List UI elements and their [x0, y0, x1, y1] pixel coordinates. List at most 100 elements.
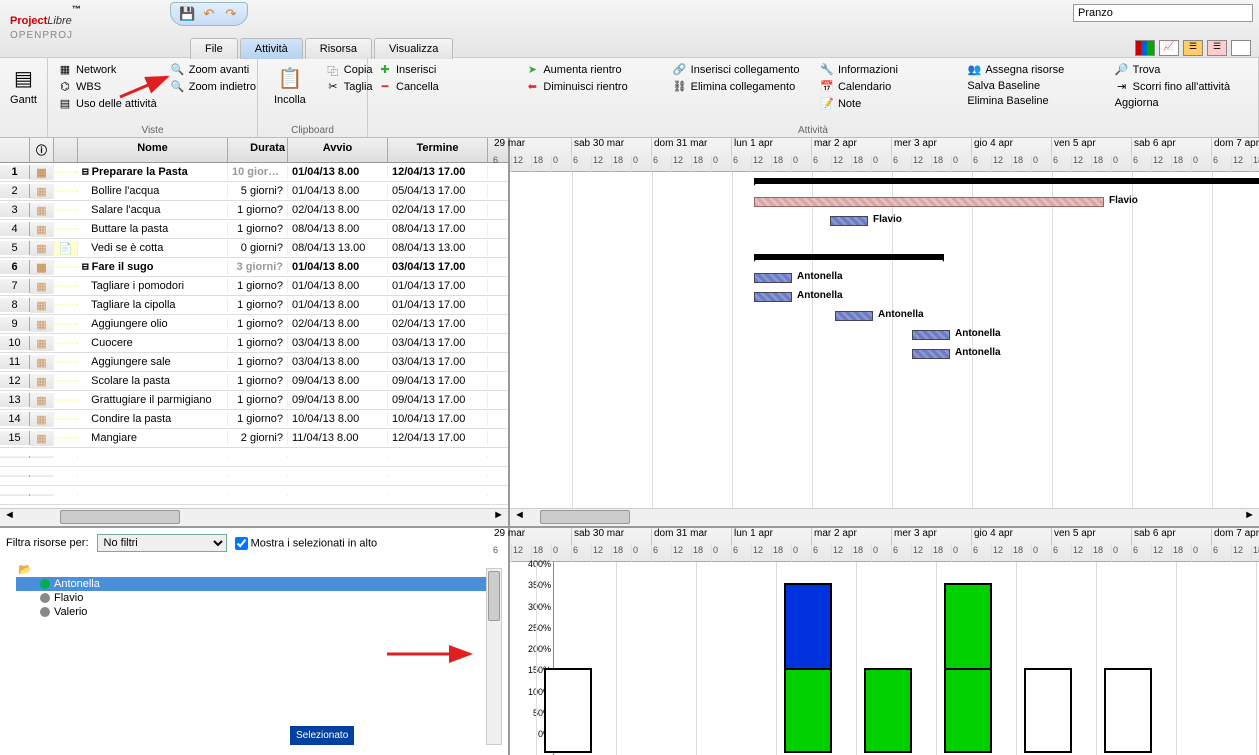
outdent-button[interactable]: ⬅Diminuisci rientro [523, 79, 660, 95]
table-row[interactable]: 2▦ Bollire l'acqua5 giorni?01/04/13 8.00… [0, 182, 508, 201]
gantt-hscroll[interactable]: ◄► [510, 508, 1259, 526]
wbs-button[interactable]: ⌬WBS [56, 79, 159, 95]
insert-button[interactable]: ✚Inserisci [376, 62, 513, 78]
resource-item[interactable]: Flavio [16, 591, 502, 605]
gantt-bar[interactable] [754, 254, 944, 260]
view-mode-icons: 📈 ☰ ☰ [1135, 40, 1251, 56]
histogram-bar[interactable] [1104, 668, 1152, 753]
tab-visualize[interactable]: Visualizza [374, 38, 453, 59]
logo-subtitle: OPENPROJ [10, 30, 81, 41]
gantt-bar[interactable]: Antonella [835, 311, 873, 321]
task-hscroll[interactable]: ◄► [0, 508, 508, 526]
redo-icon[interactable]: ↷ [223, 6, 239, 22]
blank-icon[interactable] [1231, 40, 1251, 56]
table-row[interactable]: 9▦ Aggiungere olio1 giorno?02/04/13 8.00… [0, 315, 508, 334]
task-table-header: ⓘ Nome Durata Avvio Termine [0, 138, 508, 163]
table-row[interactable]: 11▦ Aggiungere sale1 giorno?03/04/13 8.0… [0, 353, 508, 372]
cancel-button[interactable]: ━Cancella [376, 79, 513, 95]
show-selected-checkbox[interactable]: Mostra i selezionati in alto [235, 537, 378, 550]
gantt-bar[interactable]: Flavio [754, 197, 1104, 207]
table-row[interactable]: 1▦⊟ Preparare la Pasta10 giorni?01/04/13… [0, 163, 508, 182]
gantt-bar[interactable] [754, 178, 1259, 184]
col-name[interactable]: Nome [78, 138, 228, 162]
table-row[interactable]: 13▦ Grattugiare il parmigiano1 giorno?09… [0, 391, 508, 410]
network-button[interactable]: ▦Network [56, 62, 159, 78]
filename-field[interactable]: Pranzo [1073, 4, 1253, 22]
gantt-body[interactable]: Flavio Flavio Antonella Antonella Antonella A… [510, 172, 1259, 508]
filter-select[interactable]: No filtri [97, 534, 227, 552]
list-icon[interactable]: ☰ [1183, 40, 1203, 56]
col-duration[interactable]: Durata [228, 138, 288, 162]
gantt-bar[interactable]: Antonella [754, 273, 792, 283]
zoom-out-button[interactable]: 🔍Zoom indietro [169, 79, 258, 95]
table-row[interactable]: 8▦ Tagliare la cipolla1 giorno?01/04/13 … [0, 296, 508, 315]
outdent-icon: ⬅ [525, 80, 539, 94]
table-row[interactable]: 5▦📄 Vedi se è cotta0 giorni?08/04/13 13.… [0, 239, 508, 258]
app-logo: ProjectLibre™ OPENPROJ [0, 0, 91, 45]
histogram-body[interactable]: 400%350%300%250%200%150%100%50%0% [510, 562, 1259, 755]
gantt-bar[interactable]: Flavio [830, 216, 868, 226]
table-row[interactable]: 3▦ Salare l'acqua1 giorno?02/04/13 8.000… [0, 201, 508, 220]
link-button[interactable]: 🔗Inserisci collegamento [671, 62, 808, 78]
col-start[interactable]: Avvio [288, 138, 388, 162]
list2-icon[interactable]: ☰ [1207, 40, 1227, 56]
calendar-button[interactable]: 📅Calendario [818, 79, 955, 95]
find-button[interactable]: 🔎Trova [1113, 62, 1250, 78]
gantt-view-button[interactable]: ▤ Gantt [8, 62, 39, 110]
col-end[interactable]: Termine [388, 138, 488, 162]
plus-icon: ✚ [378, 63, 392, 77]
scroll-to-button[interactable]: ⇥Scorri fino all'attività [1113, 79, 1250, 95]
indent-button[interactable]: ➤Aumenta rientro [523, 62, 660, 78]
gantt-bar[interactable]: Antonella [912, 330, 950, 340]
link-icon: 🔗 [673, 63, 687, 77]
table-row[interactable]: 10▦ Cuocere1 giorno?03/04/13 8.0003/04/1… [0, 334, 508, 353]
gantt-bar[interactable]: Antonella [754, 292, 792, 302]
histogram-bar[interactable] [864, 668, 912, 753]
table-row[interactable]: 4▦ Buttare la pasta1 giorno?08/04/13 8.0… [0, 220, 508, 239]
table-row[interactable]: 14▦ Condire la pasta1 giorno?10/04/13 8.… [0, 410, 508, 429]
main-tabs: File Attività Risorsa Visualizza [190, 38, 453, 59]
histogram-bar[interactable] [784, 668, 832, 753]
update-button[interactable]: Aggiorna [1113, 96, 1250, 110]
table-row[interactable]: 12▦ Scolare la pasta1 giorno?09/04/13 8.… [0, 372, 508, 391]
save-baseline-button[interactable]: Salva Baseline [965, 79, 1102, 93]
table-row[interactable]: 6▦⊟ Fare il sugo3 giorni?01/04/13 8.0003… [0, 258, 508, 277]
resource-item[interactable]: Valerio [16, 605, 502, 619]
paste-button[interactable]: 📋 Incolla [266, 62, 314, 110]
copy-icon: ⿻ [326, 63, 340, 77]
tab-resource[interactable]: Risorsa [305, 38, 372, 59]
logo-libre: Libre [47, 15, 71, 27]
usage-button[interactable]: ▤Uso delle attività [56, 96, 159, 112]
gantt-bar[interactable]: Antonella [912, 349, 950, 359]
unlink-button[interactable]: ⛓Elimina collegamento [671, 79, 808, 95]
cut-button[interactable]: ✂Taglia [324, 79, 375, 95]
histogram-bar[interactable] [1024, 668, 1072, 753]
table-row[interactable]: 15▦ Mangiare2 giorni?11/04/13 8.0012/04/… [0, 429, 508, 448]
histogram-timeline-header: 29 mar612180sab 30 mar612180dom 31 mar61… [510, 528, 1259, 562]
ribbon: ▤ Gantt ▦Network ⌬WBS ▤Uso delle attivit… [0, 58, 1259, 138]
chart-icon[interactable] [1135, 40, 1155, 56]
undo-icon[interactable]: ↶ [201, 6, 217, 22]
assign-button[interactable]: 👥Assegna risorse [965, 62, 1102, 78]
tab-file[interactable]: File [190, 38, 238, 59]
legend-selected: Selezionato [290, 726, 354, 745]
del-baseline-button[interactable]: Elimina Baseline [965, 94, 1102, 108]
resource-vscroll[interactable] [486, 568, 502, 745]
table-row[interactable]: 7▦ Tagliare i pomodori1 giorno?01/04/13 … [0, 277, 508, 296]
gantt-timeline-header: 29 mar612180sab 30 mar612180dom 31 mar61… [510, 138, 1259, 172]
save-icon[interactable]: 💾 [179, 6, 195, 22]
folder-icon-glyph: 📂 [18, 563, 32, 576]
histogram-bar[interactable] [944, 668, 992, 753]
usage-icon: ▤ [58, 97, 72, 111]
gantt-icon: ▤ [10, 66, 38, 94]
find-icon: 🔎 [1115, 63, 1129, 77]
zoom-in-button[interactable]: 🔍Zoom avanti [169, 62, 258, 78]
resource-item[interactable]: Antonella [16, 577, 502, 591]
histogram-bar[interactable] [544, 668, 592, 753]
folder-icon[interactable]: 📂 [16, 562, 502, 577]
copy-button[interactable]: ⿻Copia [324, 62, 375, 78]
tab-activity[interactable]: Attività [240, 38, 303, 59]
info-button[interactable]: 🔧Informazioni [818, 62, 955, 78]
note-button[interactable]: 📝Note [818, 96, 955, 112]
chart2-icon[interactable]: 📈 [1159, 40, 1179, 56]
